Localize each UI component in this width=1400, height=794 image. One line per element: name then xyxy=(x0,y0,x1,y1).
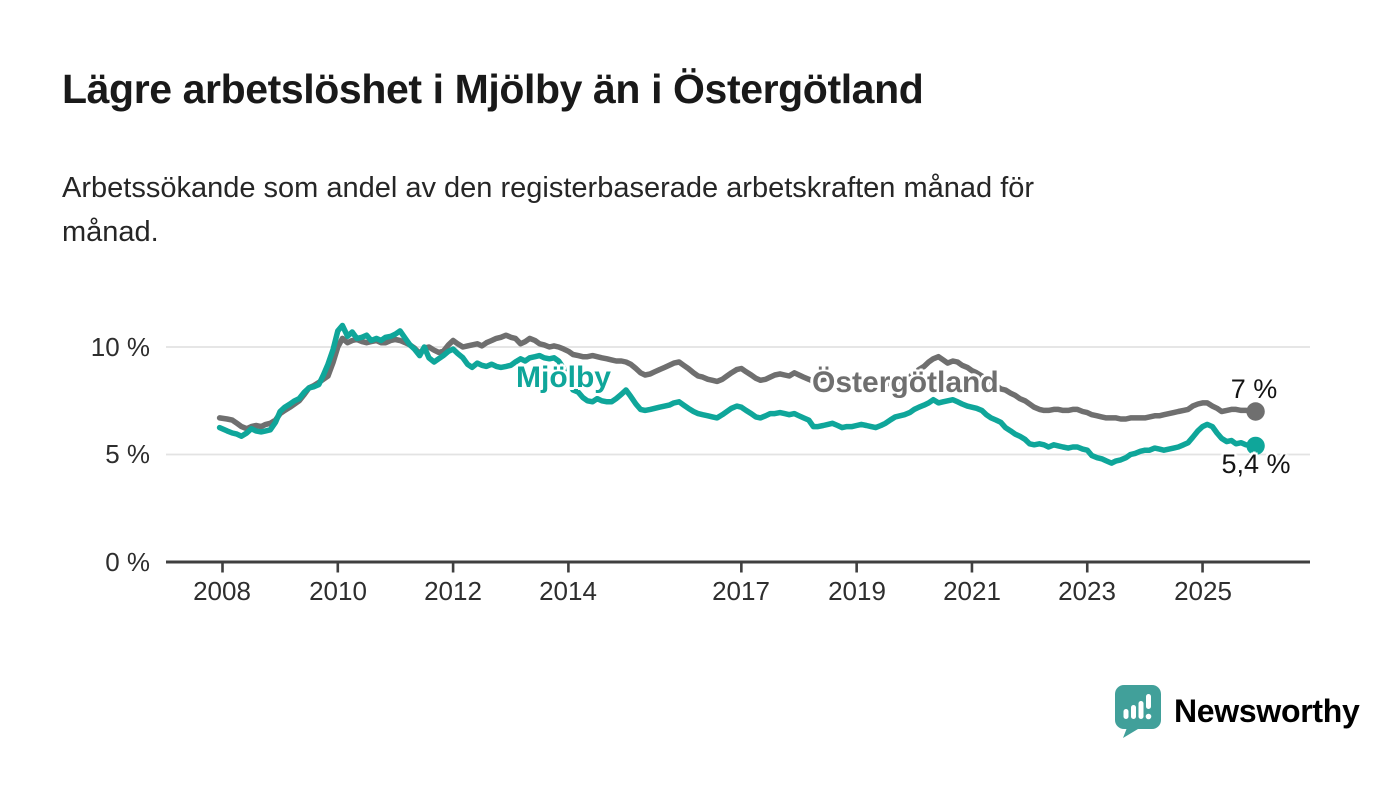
subtitle-line-2: månad. xyxy=(62,216,159,248)
gridlines xyxy=(166,346,1310,456)
newsworthy-logo-icon xyxy=(1115,685,1161,738)
series-label-ostergotland: Östergötland xyxy=(812,366,999,399)
page-title: Lägre arbetslöshet i Mjölby än i Östergö… xyxy=(62,66,924,112)
x-axis-label-2021: 2021 xyxy=(943,576,1001,606)
y-axis-label-10: 10 % xyxy=(90,332,150,362)
end-value-label-mjolby: 5,4 % xyxy=(1221,449,1291,479)
x-axis-label-2012: 2012 xyxy=(424,576,482,606)
x-axis-label-2025: 2025 xyxy=(1174,576,1232,606)
y-axis-label-0: 0 % xyxy=(105,547,150,577)
x-axis-label-2008: 2008 xyxy=(193,576,251,606)
series-label-mjolby: Mjölby xyxy=(516,361,611,394)
x-axis-label-2014: 2014 xyxy=(539,576,597,606)
x-axis-label-2017: 2017 xyxy=(712,576,770,606)
x-axis-label-2010: 2010 xyxy=(309,576,367,606)
y-axis-label-5: 5 % xyxy=(105,439,150,469)
x-axis-label-2019: 2019 xyxy=(828,576,886,606)
newsworthy-logo-text: Newsworthy xyxy=(1174,692,1360,729)
chart-subtitle: Arbetssökande som andel av den registerb… xyxy=(62,166,1034,254)
end-value-label-ostergotland: 7 % xyxy=(1230,374,1278,404)
x-axis-label-2023: 2023 xyxy=(1058,576,1116,606)
series-lines xyxy=(216,322,1259,466)
newsworthy-logo: Newsworthy xyxy=(1113,684,1360,738)
series-end-dots xyxy=(1246,402,1265,456)
subtitle-line-1: Arbetssökande som andel av den registerb… xyxy=(62,172,1035,204)
x-axis-ticks xyxy=(221,562,1204,573)
